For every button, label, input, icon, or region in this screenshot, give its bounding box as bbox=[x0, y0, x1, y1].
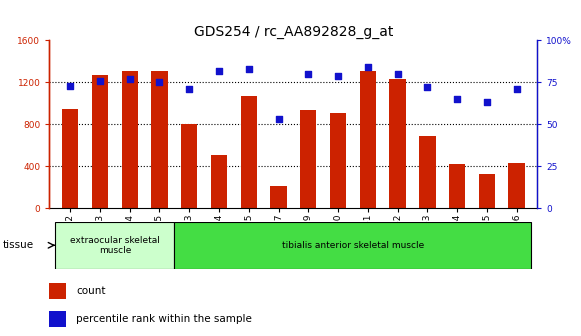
Point bbox=[95, 78, 105, 83]
Bar bbox=[270, 186, 286, 208]
Bar bbox=[479, 174, 495, 208]
Bar bbox=[62, 109, 78, 208]
Point bbox=[274, 117, 283, 122]
Point bbox=[453, 96, 462, 102]
Bar bbox=[241, 96, 257, 208]
Title: GDS254 / rc_AA892828_g_at: GDS254 / rc_AA892828_g_at bbox=[193, 25, 393, 39]
Bar bbox=[181, 124, 198, 208]
Bar bbox=[449, 164, 465, 208]
Bar bbox=[419, 136, 436, 208]
Point bbox=[214, 68, 224, 73]
Bar bbox=[49, 311, 66, 327]
Point bbox=[185, 86, 194, 92]
Point bbox=[155, 80, 164, 85]
Point bbox=[363, 65, 372, 70]
Bar bbox=[211, 155, 227, 208]
Bar bbox=[389, 79, 406, 208]
Point bbox=[304, 71, 313, 77]
Bar bbox=[151, 71, 168, 208]
Text: tissue: tissue bbox=[3, 240, 34, 250]
Bar bbox=[92, 75, 108, 208]
Point bbox=[393, 71, 402, 77]
Bar bbox=[174, 222, 532, 269]
Text: count: count bbox=[76, 286, 106, 296]
Point bbox=[66, 83, 75, 88]
Point bbox=[125, 76, 134, 82]
Bar bbox=[55, 222, 174, 269]
Point bbox=[244, 66, 253, 72]
Bar bbox=[330, 113, 346, 208]
Bar bbox=[508, 163, 525, 208]
Bar bbox=[360, 71, 376, 208]
Text: percentile rank within the sample: percentile rank within the sample bbox=[76, 314, 252, 324]
Text: tibialis anterior skeletal muscle: tibialis anterior skeletal muscle bbox=[282, 241, 424, 250]
Point bbox=[512, 86, 521, 92]
Bar bbox=[121, 71, 138, 208]
Text: extraocular skeletal
muscle: extraocular skeletal muscle bbox=[70, 236, 160, 255]
Bar bbox=[49, 283, 66, 299]
Point bbox=[422, 85, 432, 90]
Bar bbox=[300, 110, 317, 208]
Point bbox=[482, 100, 492, 105]
Point bbox=[333, 73, 343, 78]
